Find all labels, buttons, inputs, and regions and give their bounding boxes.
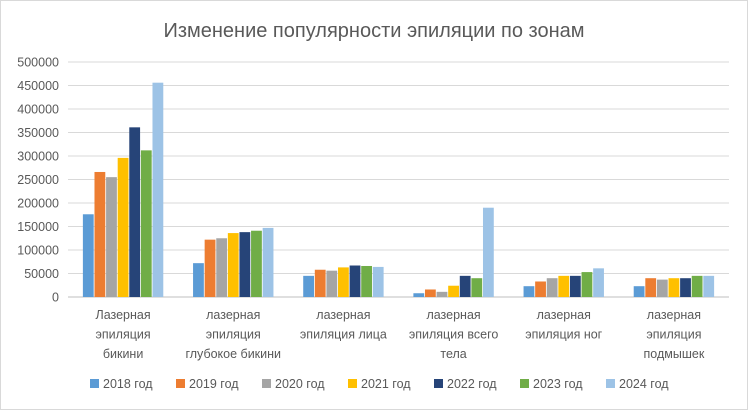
x-category-line: бикини: [103, 347, 143, 361]
x-category-line: Лазерная: [96, 308, 151, 322]
bar-0-1: [193, 263, 204, 297]
x-category-line: эпиляция: [206, 328, 261, 342]
bar-5-1: [251, 230, 262, 297]
bar-1-3: [424, 289, 436, 297]
bar-4-4: [569, 275, 581, 297]
legend-swatch: [348, 379, 357, 388]
bar-6-3: [482, 207, 494, 297]
legend-label: 2020 год: [275, 377, 325, 391]
bar-3-5: [668, 278, 680, 297]
x-category-line: эпиляция: [96, 328, 151, 342]
bar-3-4: [558, 275, 570, 297]
y-axis: 0 50000 100000 150000 200000 250000 300000 3500…: [17, 56, 59, 305]
y-tick-label: 50000: [24, 267, 59, 281]
bar-6-4: [593, 268, 604, 297]
bar-4-0: [129, 127, 141, 297]
bar-4-5: [680, 278, 691, 297]
y-tick-label: 200000: [17, 197, 59, 211]
y-tick-label: 250000: [17, 173, 59, 187]
bar-3-0: [117, 157, 129, 297]
y-tick-label: 400000: [17, 103, 59, 117]
bar-4-2: [349, 265, 361, 297]
x-category-line: лазерная: [206, 308, 260, 322]
bar-1-1: [204, 239, 216, 297]
x-category-line: эпиляция: [646, 328, 701, 342]
bar-0-3: [413, 293, 425, 297]
x-category-line: эпиляция лица: [300, 328, 387, 342]
bar-1-0: [94, 171, 106, 297]
x-category-line: эпиляция всего: [409, 328, 499, 342]
bar-0-5: [633, 286, 645, 297]
bar-5-3: [471, 278, 483, 297]
bar-4-3: [459, 275, 471, 297]
legend-swatch: [176, 379, 185, 388]
bar-3-3: [448, 285, 459, 297]
y-tick-label: 500000: [17, 56, 59, 70]
bar-6-5: [703, 275, 715, 297]
bar-6-1: [262, 227, 274, 297]
y-tick-label: 300000: [17, 150, 59, 164]
y-tick-label: 350000: [17, 126, 59, 140]
legend-swatch: [606, 379, 615, 388]
bar-2-4: [546, 278, 558, 297]
x-category-label: Лазерная эпиляция бикини: [96, 308, 151, 361]
bar-5-5: [691, 275, 703, 297]
x-category-line: глубокое бикини: [185, 347, 281, 361]
x-category-label: лазерная эпиляция ног: [525, 308, 602, 342]
x-category-line: лазерная: [647, 308, 701, 322]
legend: 2018 год 2019 год 2020 год 2021 год 2022 год…: [90, 377, 669, 391]
x-category-line: подмышек: [644, 347, 705, 361]
x-category-label: лазерная эпиляция глубокое бикини: [185, 308, 281, 361]
bar-2-0: [106, 177, 117, 297]
x-category-line: тела: [440, 347, 466, 361]
bar-2-1: [216, 238, 228, 297]
bar-0-4: [523, 286, 535, 297]
x-category-label: лазерная эпиляция всего тела: [409, 308, 499, 361]
x-axis: Лазерная эпиляция бикини лазерная эпиляция гл…: [96, 308, 705, 361]
bar-5-2: [361, 265, 373, 297]
bar-1-5: [645, 278, 657, 297]
bar-5-4: [581, 272, 593, 297]
chart-title: Изменение популярности эпиляции по зонам: [163, 20, 584, 42]
bar-5-0: [140, 150, 152, 297]
bar-1-4: [535, 281, 546, 297]
legend-swatch: [434, 379, 443, 388]
gridlines: [68, 61, 729, 298]
x-category-line: лазерная: [316, 308, 370, 322]
legend-label: 2018 год: [103, 377, 153, 391]
y-tick-label: 450000: [17, 79, 59, 93]
x-category-line: лазерная: [426, 308, 480, 322]
x-category-label: лазерная эпиляция лица: [300, 308, 387, 342]
y-tick-label: 0: [52, 291, 59, 305]
bar-3-2: [338, 267, 349, 297]
legend-label: 2021 год: [361, 377, 411, 391]
bar-2-5: [656, 279, 668, 297]
x-category-line: лазерная: [537, 308, 591, 322]
legend-swatch: [262, 379, 271, 388]
bar-0-0: [82, 214, 94, 297]
y-tick-label: 150000: [17, 220, 59, 234]
legend-label: 2024 год: [619, 377, 669, 391]
bar-1-2: [314, 269, 326, 297]
bar-2-2: [326, 270, 338, 297]
bar-3-1: [227, 233, 239, 297]
legend-swatch: [90, 379, 99, 388]
x-category-line: эпиляция ног: [525, 328, 602, 342]
y-tick-label: 100000: [17, 244, 59, 258]
bar-6-0: [152, 82, 164, 298]
bar-0-2: [303, 275, 315, 297]
legend-label: 2022 год: [447, 377, 497, 391]
bars: [82, 82, 715, 298]
bar-4-1: [239, 232, 251, 297]
legend-swatch: [520, 379, 529, 388]
legend-label: 2023 год: [533, 377, 583, 391]
legend-label: 2019 год: [189, 377, 239, 391]
bar-6-2: [372, 266, 384, 297]
bar-2-3: [436, 291, 448, 297]
x-category-label: лазерная эпиляция подмышек: [644, 308, 705, 361]
